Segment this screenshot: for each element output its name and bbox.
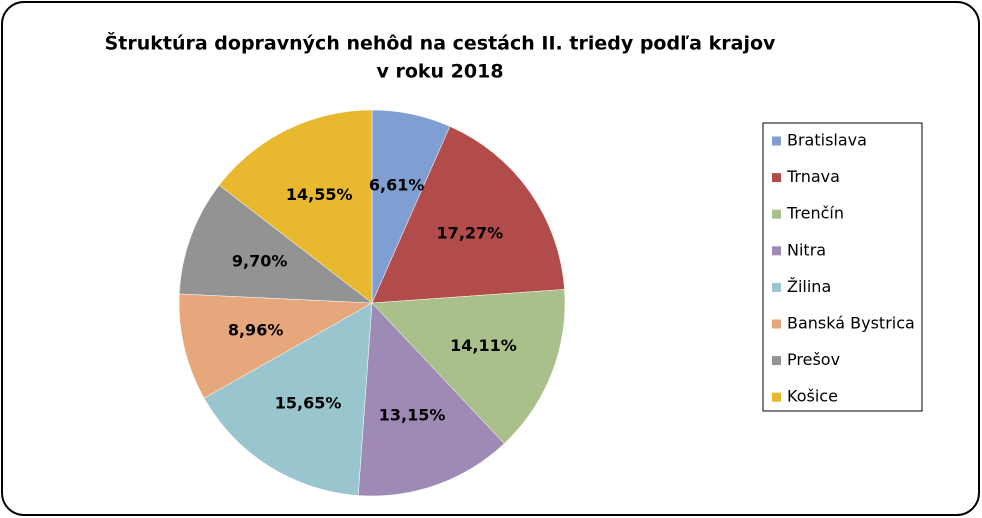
data-label: 14,55% [286,185,353,204]
data-label: 9,70% [232,251,288,270]
pie-slice [178,293,373,399]
legend-swatch [772,173,781,183]
legend-label: Prešov [787,350,840,369]
legend-label: Banská Bystrica [787,314,915,333]
data-label: 17,27% [437,224,504,243]
data-label: 6,61% [369,175,425,194]
legend-label: Trnava [786,167,840,186]
data-label: 14,11% [450,336,517,355]
pie-slice [203,302,373,496]
legend-box [762,122,923,412]
legend-swatch [772,356,781,366]
chart-title: v roku 2018 [376,61,503,83]
legend-swatch [772,209,781,219]
pie-slice [218,109,373,304]
pie-slice [371,289,566,444]
legend-swatch [772,136,781,146]
legend-label: Nitra [787,240,826,259]
legend-label: Bratislava [787,131,867,150]
pie-slice [357,302,505,497]
data-label: 13,15% [379,405,446,424]
data-label: 8,96% [228,320,284,339]
legend-swatch [772,319,781,329]
legend-label: Košice [787,387,838,406]
legend-swatch [772,246,781,256]
chart-title: Štruktúra dopravných nehôd na cestách II… [105,31,776,55]
pie-slice [371,126,565,304]
legend-swatch [772,392,781,402]
pie-slice [178,184,373,304]
data-label: 15,65% [275,394,342,413]
legend-label: Trenčín [786,204,844,223]
legend-swatch [772,282,781,292]
legend-label: Žilina [787,277,831,296]
